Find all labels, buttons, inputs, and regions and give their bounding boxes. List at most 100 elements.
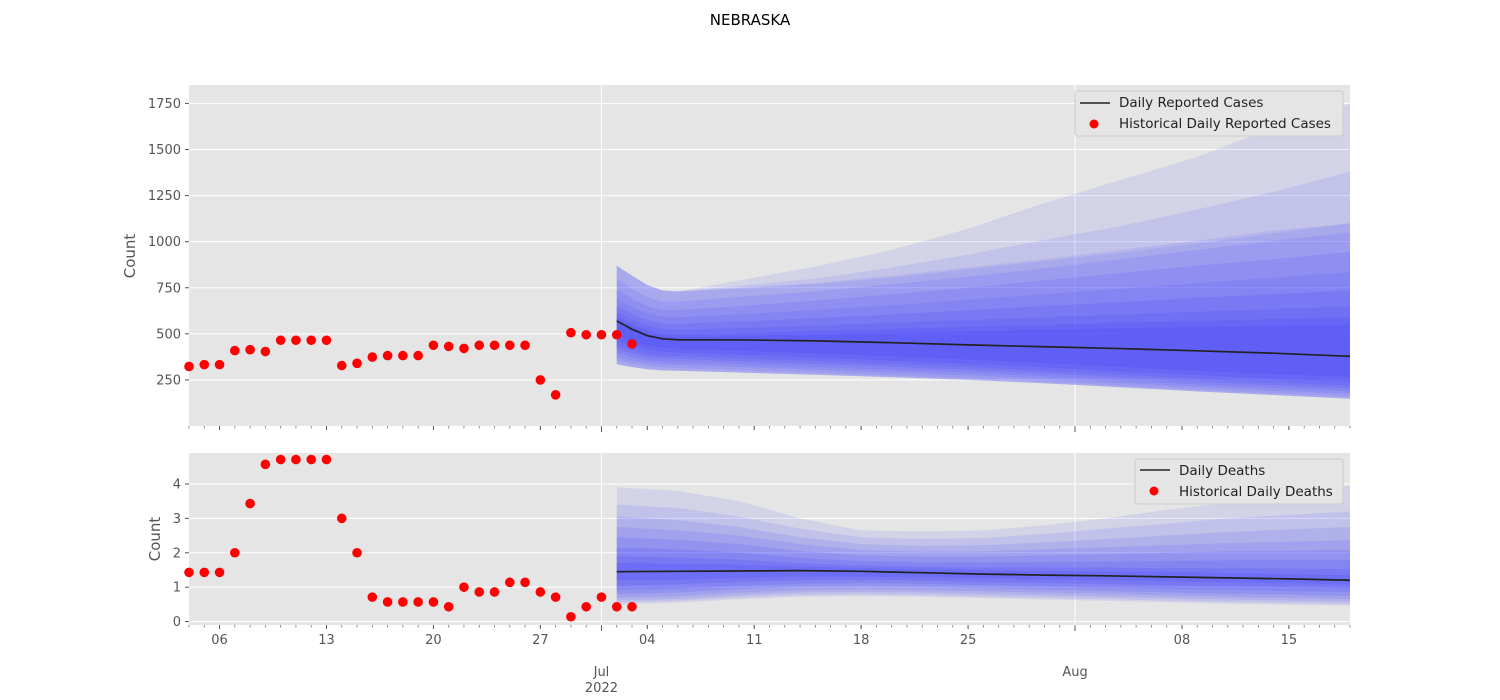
historical-point [336,513,347,524]
historical-point [230,547,240,558]
y-tick-label: 1250 [148,189,181,204]
historical-point [352,358,362,369]
deaths-y-ticks: 0 1 2 3 4 [173,477,189,630]
x-tick-label: 13 [318,633,335,648]
historical-point [443,341,454,352]
forecast-band [616,485,1350,606]
historical-point [566,611,576,622]
historical-point [184,361,194,372]
historical-point [627,601,637,612]
historical-point [382,350,393,361]
historical-point [321,454,332,465]
historical-point [214,567,225,578]
y-tick-label: 0 [173,615,181,630]
historical-point [413,597,423,607]
y-tick-label: 500 [156,327,181,342]
historical-point [581,329,591,340]
x-month-label: Aug [1062,665,1087,680]
historical-point [230,345,240,356]
x-tick-label: 04 [639,633,656,648]
historical-point [474,340,485,351]
cases-forecast-bands [616,103,1350,399]
historical-point [367,352,378,362]
deaths-legend-dot-swatch [1149,486,1159,496]
deaths-y-axis-label: Count [146,517,164,562]
forecast-band [616,547,1350,592]
historical-point [520,340,530,351]
historical-point [291,454,301,465]
cases-legend-dot-swatch [1089,119,1099,129]
historical-point [352,547,362,558]
deaths-legend-label-historical: Historical Daily Deaths [1179,484,1333,500]
y-tick-label: 1500 [148,143,181,158]
x-tick-label: 11 [746,633,763,648]
x-tick-label: 18 [853,633,870,648]
cases-legend-label-forecast: Daily Reported Cases [1119,95,1263,111]
historical-point [214,359,225,370]
historical-point [611,601,622,612]
x-tick-label: 27 [532,633,549,648]
historical-point [505,577,515,588]
y-tick-label: 750 [156,281,181,296]
deaths-legend-box [1134,458,1344,505]
historical-point [275,454,286,465]
historical-point [260,459,271,470]
historical-point [398,350,408,361]
historical-point [566,327,576,338]
historical-point [275,335,286,346]
x-tick-label: 20 [425,633,442,648]
cases-legend-box [1074,90,1344,137]
deaths-historical-points [184,454,637,622]
historical-point [550,390,561,400]
cases-x-ticks [188,426,1351,432]
historical-point [596,329,607,340]
deaths-panel: 0 1 2 3 4 Count Daily Deaths Historical Dail… [146,453,1351,631]
historical-point [505,340,515,351]
forecast-band [616,504,1350,605]
deaths-x-ticks [188,625,1351,631]
historical-point [367,592,378,602]
forecast-median-line [616,320,1351,358]
historical-point [611,329,622,340]
historical-point [398,597,408,607]
historical-point [260,346,271,357]
historical-point [245,344,255,355]
historical-point [245,498,255,509]
historical-point [321,335,332,346]
cases-y-ticks: 250 500 750 1000 1250 1500 1750 [148,97,189,388]
historical-point [199,359,210,370]
historical-point [489,340,500,351]
forecast-band [616,290,1350,389]
historical-point [581,601,591,612]
historical-point [627,339,637,349]
historical-point [459,582,469,592]
forecast-band [616,272,1350,391]
y-tick-label: 1750 [148,97,181,112]
historical-point [306,454,317,465]
deaths-legend: Daily Deaths Historical Daily Deaths [1134,458,1344,505]
deaths-forecast-bands [616,485,1350,606]
forecast-band [616,319,1350,377]
x-year-label: 2022 [585,681,618,696]
x-tick-label: 06 [211,633,228,648]
historical-point [535,587,546,597]
forecast-band [616,316,1350,382]
forecast-band [616,537,1350,596]
cases-y-axis-label: Count [121,234,139,279]
historical-point [382,597,393,607]
historical-point [520,577,530,588]
historical-point [428,340,439,351]
deaths-legend-label-forecast: Daily Deaths [1179,463,1265,479]
historical-point [474,587,485,597]
historical-point [336,360,347,371]
y-tick-label: 2 [173,546,181,561]
x-tick-label: 15 [1281,633,1298,648]
deaths-median-line-group [616,569,1351,582]
y-tick-label: 1000 [148,235,181,250]
forecast-band [616,526,1350,599]
cases-historical-points [184,327,637,400]
forecast-band [616,516,1350,602]
historical-point [535,375,546,385]
cases-gridlines [189,85,1350,426]
